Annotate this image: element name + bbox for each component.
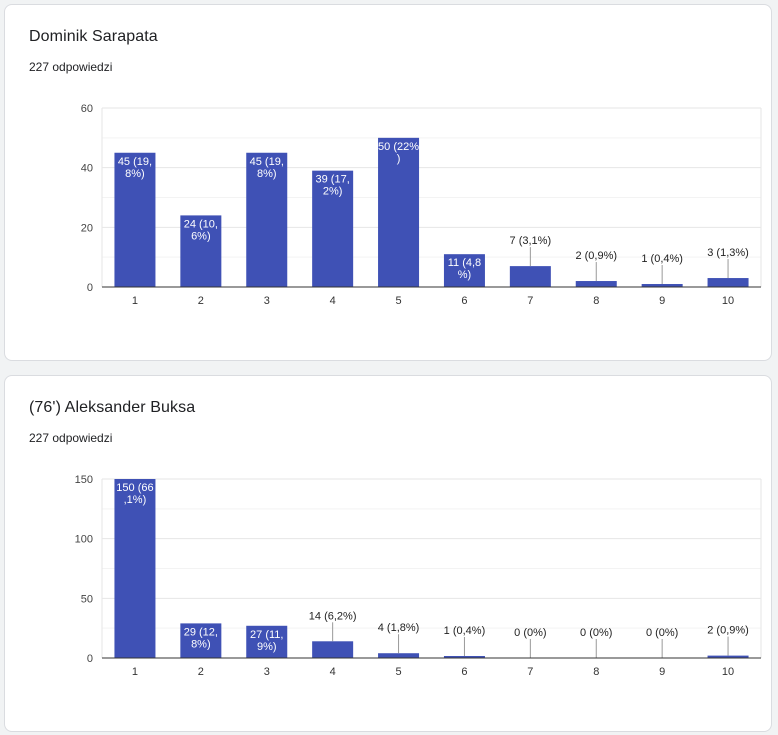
data-label: 7 (3,1%)	[510, 235, 552, 247]
data-label: 27 (11,	[250, 629, 283, 641]
response-count: 227 odpowiedzi	[29, 431, 113, 445]
bar[interactable]	[312, 641, 354, 658]
data-label: 39 (17,	[316, 174, 350, 186]
y-tick-label: 60	[81, 103, 93, 115]
bar-chart: 0 50 100 150 1 150 (66,1%) 2 29 (12,8%) 3 27 (11,…	[75, 474, 762, 678]
data-label: 150 (66	[116, 482, 153, 494]
x-tick-label: 9	[659, 666, 665, 678]
x-tick-label: 8	[593, 295, 599, 307]
data-label: 2 (0,9%)	[575, 250, 617, 262]
bar[interactable]	[114, 479, 156, 658]
y-tick-label: 40	[81, 163, 93, 175]
data-label: 8%)	[125, 168, 145, 180]
bar[interactable]	[641, 284, 683, 287]
data-label: 0 (0%)	[514, 627, 546, 639]
x-tick-label: 3	[264, 295, 270, 307]
question-title: (76') Aleksander Buksa	[29, 399, 196, 416]
data-label: 2%)	[323, 186, 343, 198]
x-tick-label: 4	[330, 295, 336, 307]
bar[interactable]	[707, 278, 749, 287]
x-tick-label: 1	[132, 666, 138, 678]
data-label: 4 (1,8%)	[378, 622, 420, 634]
data-label: 6%)	[191, 230, 211, 242]
y-tick-label: 100	[75, 534, 93, 546]
x-tick-label: 1	[132, 295, 138, 307]
bar[interactable]	[575, 281, 617, 287]
bar[interactable]	[443, 254, 485, 287]
y-tick-label: 0	[87, 282, 93, 294]
x-tick-label: 7	[527, 295, 533, 307]
x-tick-label: 4	[330, 666, 336, 678]
x-tick-label: 10	[722, 666, 734, 678]
y-tick-label: 150	[75, 474, 93, 486]
data-label: 45 (19,	[118, 156, 152, 168]
data-label: 8%)	[191, 638, 211, 650]
bar[interactable]	[312, 170, 354, 287]
x-tick-label: 6	[461, 295, 467, 307]
data-label: 2 (0,9%)	[707, 625, 749, 637]
y-tick-label: 50	[81, 593, 93, 605]
y-tick-label: 20	[81, 222, 93, 234]
data-label: 14 (6,2%)	[309, 610, 357, 622]
x-tick-label: 5	[395, 295, 401, 307]
bar[interactable]	[509, 266, 551, 287]
response-count: 227 odpowiedzi	[29, 60, 113, 74]
data-label: )	[397, 153, 401, 165]
data-label: 24 (10,	[184, 218, 218, 230]
question-card: Dominik Sarapata 227 odpowiedzi 0 20 40 60 1…	[4, 4, 772, 361]
y-tick-label: 0	[87, 653, 93, 665]
question-title: Dominik Sarapata	[29, 28, 158, 45]
data-label: 0 (0%)	[646, 627, 678, 639]
data-label: 1 (0,4%)	[444, 625, 486, 637]
data-label: 9%)	[257, 641, 277, 653]
data-label: 45 (19,	[250, 156, 284, 168]
data-label: %)	[458, 269, 471, 281]
data-label: 1 (0,4%)	[641, 253, 683, 265]
bar[interactable]	[114, 152, 156, 287]
data-label: 50 (22%	[378, 141, 419, 153]
x-tick-label: 6	[461, 666, 467, 678]
data-label: 29 (12,	[184, 626, 218, 638]
x-tick-label: 5	[395, 666, 401, 678]
x-tick-label: 9	[659, 295, 665, 307]
data-label: 3 (1,3%)	[707, 247, 749, 259]
data-label: 8%)	[257, 168, 277, 180]
bar[interactable]	[443, 656, 485, 658]
bar[interactable]	[378, 137, 420, 287]
x-tick-label: 3	[264, 666, 270, 678]
question-card: (76') Aleksander Buksa 227 odpowiedzi 0 5…	[4, 375, 772, 732]
data-label: 11 (4,8	[448, 257, 481, 269]
x-tick-label: 7	[527, 666, 533, 678]
data-label: ,1%)	[124, 494, 147, 506]
bar[interactable]	[246, 152, 288, 287]
bar[interactable]	[180, 215, 222, 287]
x-tick-label: 2	[198, 666, 204, 678]
x-tick-label: 2	[198, 295, 204, 307]
x-tick-label: 10	[722, 295, 734, 307]
x-tick-label: 8	[593, 666, 599, 678]
bar[interactable]	[180, 623, 222, 658]
bar[interactable]	[378, 653, 420, 658]
data-label: 0 (0%)	[580, 627, 612, 639]
bar[interactable]	[707, 655, 749, 658]
bar[interactable]	[246, 625, 288, 658]
